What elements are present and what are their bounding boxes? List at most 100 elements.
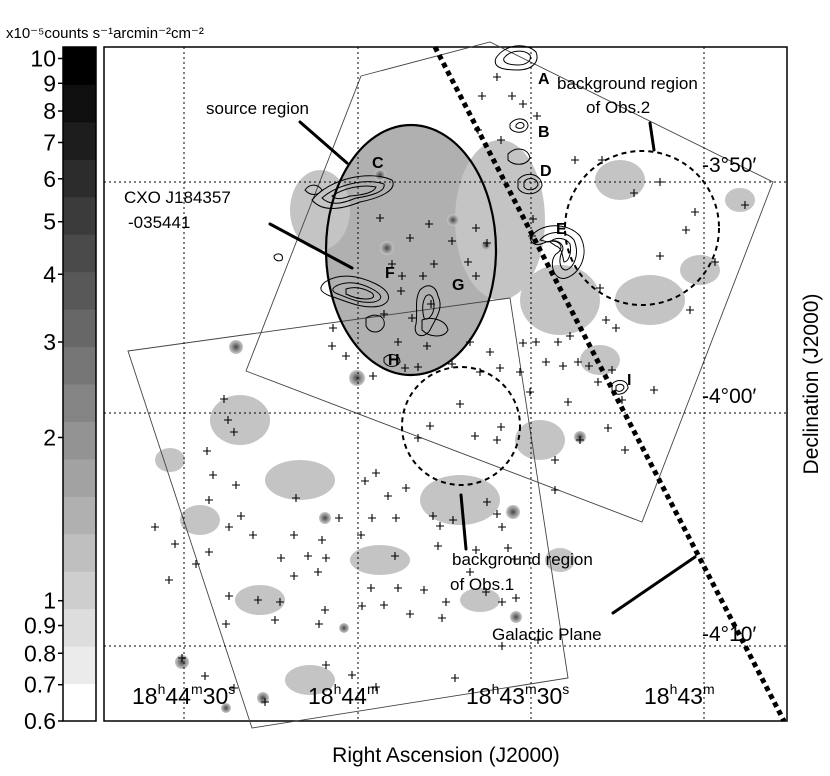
colorbar-band — [63, 421, 96, 460]
point-source-cross — [564, 398, 572, 406]
point-source-cross — [384, 492, 392, 500]
contour-f — [332, 282, 382, 303]
point-source-cross — [604, 424, 612, 432]
point-source-cross — [493, 510, 501, 518]
bright-spot — [447, 214, 459, 226]
ra-tick-label: 18h44m30s — [132, 681, 235, 709]
point-source-cross — [277, 554, 285, 562]
colorbar-tick-label: 5 — [43, 209, 56, 235]
point-source-cross — [497, 136, 505, 144]
point-source-cross — [472, 272, 480, 280]
colorbar-band — [63, 47, 96, 85]
galactic-plane-pointer — [611, 555, 697, 615]
emission-patch — [155, 448, 185, 472]
point-source-cross — [691, 208, 699, 216]
point-source-cross — [602, 316, 610, 324]
bright-spot — [481, 240, 491, 250]
point-source-cross — [271, 616, 279, 624]
point-source-cross — [448, 237, 456, 245]
point-source-cross — [165, 576, 173, 584]
ra-tick-label: 18h43m — [644, 681, 715, 709]
point-source-cross — [205, 548, 213, 556]
bright-spot — [349, 370, 365, 386]
point-source-cross — [358, 602, 366, 610]
point-source-cross — [429, 512, 437, 520]
dec-tick-label: -4°00′ — [702, 385, 756, 408]
observation-fields — [127, 41, 774, 729]
point-source-cross — [335, 514, 343, 522]
point-source-cross — [220, 395, 228, 403]
point-source-cross — [529, 215, 537, 223]
contour-small — [273, 253, 283, 262]
point-source-cross — [388, 260, 396, 268]
colorbar-band — [63, 234, 96, 273]
source-label-h: H — [388, 352, 400, 369]
point-source-cross — [430, 260, 438, 268]
point-source-cross — [656, 252, 664, 260]
point-source-cross — [276, 598, 284, 606]
contour-b — [509, 118, 529, 133]
point-source-cross — [498, 523, 506, 531]
point-source-cross — [290, 572, 298, 580]
point-source-cross — [151, 523, 159, 531]
colorbar-band — [63, 84, 96, 123]
point-source-cross — [406, 610, 414, 618]
point-source-cross — [315, 620, 323, 628]
point-source-cross — [225, 523, 233, 531]
colorbar-band — [63, 571, 96, 610]
colorbar-tick-label: 9 — [43, 70, 56, 96]
point-source-cross — [369, 372, 377, 380]
point-source-cross — [571, 156, 579, 164]
bg2-pointer — [648, 121, 656, 152]
point-source-cross — [656, 178, 664, 186]
emission-contours — [273, 45, 629, 395]
point-source-cross — [472, 224, 480, 232]
point-source-cross — [254, 596, 262, 604]
point-source-cross — [741, 201, 749, 209]
obs1-field-outline — [127, 297, 569, 729]
point-source-cross — [402, 484, 410, 492]
point-source-cross — [612, 324, 620, 332]
point-source-cross — [534, 636, 542, 644]
emission-patch — [520, 265, 600, 335]
contour-d2 — [517, 173, 543, 195]
contour-d — [507, 148, 531, 165]
bright-spot — [257, 692, 269, 704]
contour-c — [321, 181, 385, 204]
point-source-cross — [496, 364, 504, 372]
emission-patch — [515, 420, 565, 460]
emission-patch — [545, 548, 575, 572]
point-source-cross — [559, 362, 567, 370]
point-source-cross — [232, 481, 240, 489]
emission-patch — [595, 160, 645, 200]
point-source-cross — [449, 516, 457, 524]
image-panel: A B C D E F G H I source region CXO J184357 -035… — [103, 41, 788, 729]
colorbar-band — [63, 496, 96, 535]
point-source-cross — [482, 588, 490, 596]
colorbar-unit-label: x10⁻⁵counts s⁻¹arcmin⁻²cm⁻² — [6, 25, 204, 42]
colorbar-tick-label: 8 — [43, 98, 56, 124]
bright-spot — [510, 611, 522, 623]
point-source-cross — [203, 447, 211, 455]
colorbar-tick-label: 0.6 — [24, 708, 56, 734]
point-source-cross — [225, 592, 233, 600]
point-source-cross — [249, 531, 257, 539]
point-source-cross — [348, 671, 356, 679]
point-source-cross — [224, 416, 232, 424]
point-source-cross — [209, 471, 217, 479]
contour-c — [304, 184, 323, 195]
point-source-cross — [414, 363, 422, 371]
contour-c — [331, 185, 377, 200]
point-source-cross — [598, 156, 606, 164]
emission-patch — [615, 275, 685, 325]
bg2-label-line2: of Obs.2 — [586, 98, 650, 117]
point-source-cross — [230, 428, 238, 436]
point-source-cross — [314, 568, 322, 576]
point-source-cross — [456, 400, 464, 408]
point-source-cross — [608, 366, 616, 374]
point-source-cross — [192, 560, 200, 568]
point-source-cross — [436, 522, 444, 530]
ra-tick-labels: 18h44m30s 18h44m 18h43m30s 18h43m — [132, 681, 715, 709]
dec-tick-labels: -3°50′ -4°00′ -4°10′ — [702, 154, 756, 646]
